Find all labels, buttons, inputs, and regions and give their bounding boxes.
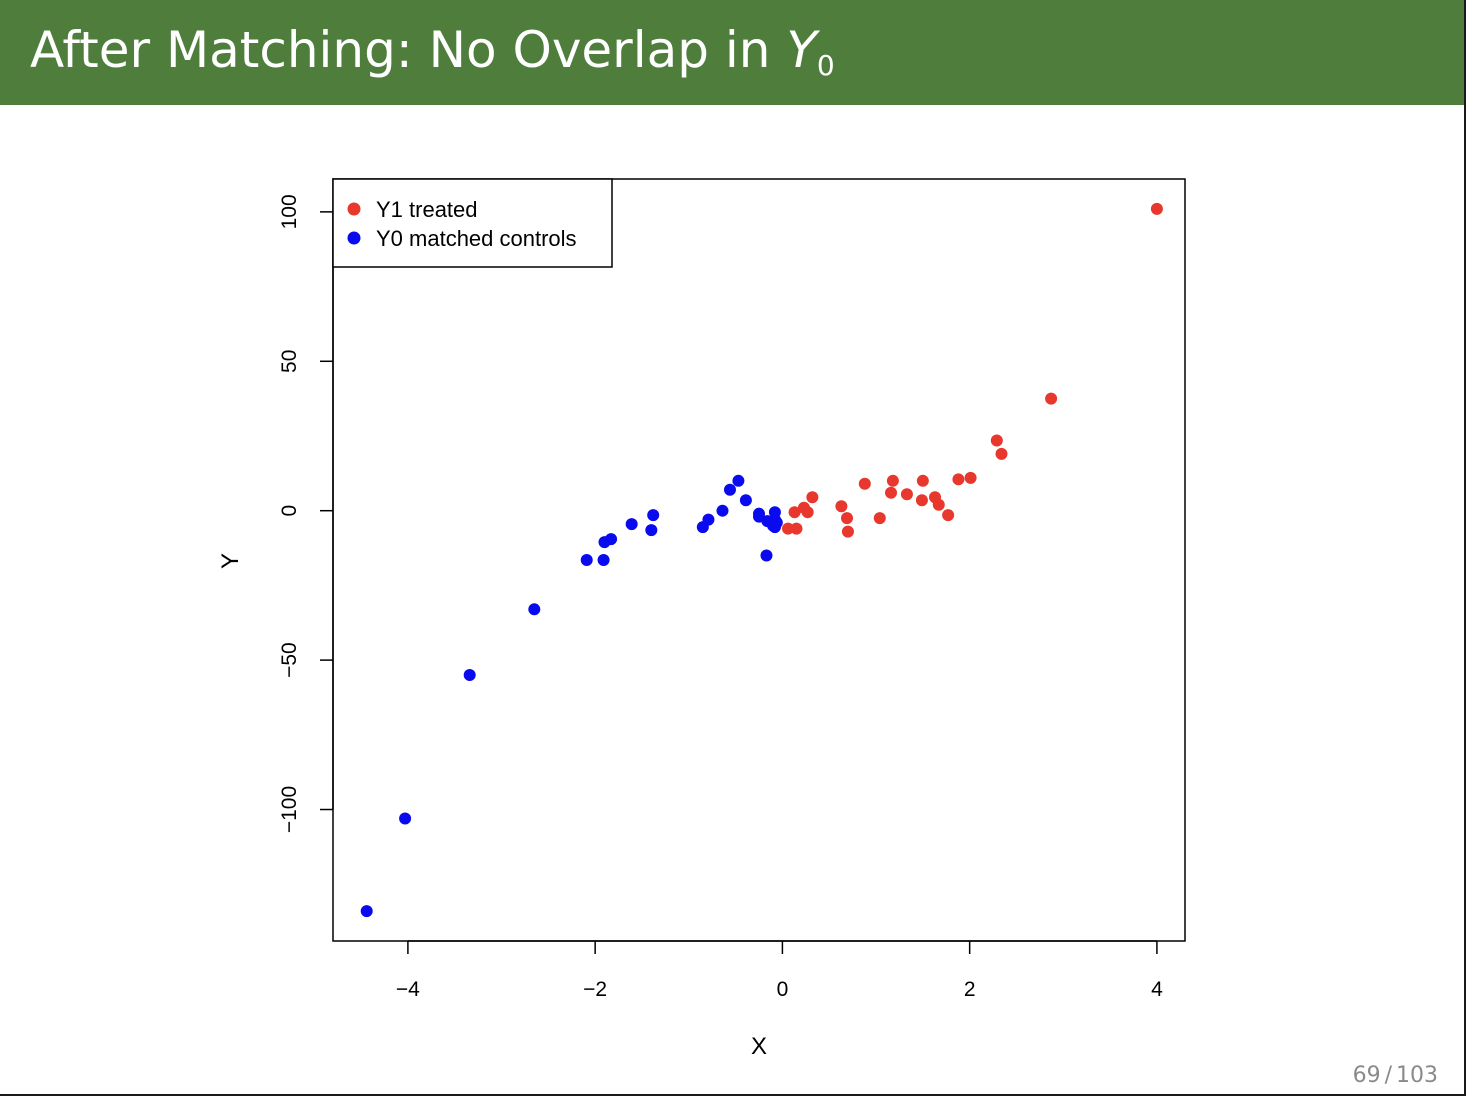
- treated-point: [952, 473, 965, 486]
- treated-point: [782, 522, 795, 535]
- legend: Y1 treated Y0 matched controls: [332, 178, 613, 268]
- y-tick-label: 50: [278, 350, 301, 373]
- legend-box: [332, 178, 613, 268]
- treated-point: [801, 506, 814, 519]
- x-axis-title: X: [751, 1033, 767, 1060]
- control-point: [645, 524, 658, 537]
- control-point: [739, 494, 752, 507]
- control-point: [723, 483, 736, 496]
- control-point: [760, 549, 773, 562]
- slide-title-subscript: 0: [816, 49, 835, 82]
- treated-point: [841, 525, 854, 538]
- x-tick-label: −4: [396, 978, 420, 1001]
- treated-point: [885, 486, 898, 499]
- treated-point: [964, 471, 977, 484]
- slide-title-variable: Y: [786, 21, 817, 79]
- treated-point: [788, 506, 801, 519]
- control-point: [598, 536, 611, 549]
- treated-point: [990, 434, 1003, 447]
- title-bar: After Matching: No Overlap in Y0: [0, 0, 1464, 105]
- page-total: 103: [1396, 1063, 1438, 1088]
- treated-point: [806, 491, 819, 504]
- treated-point: [1045, 392, 1058, 405]
- control-point: [625, 518, 638, 531]
- legend-label-treated: Y1 treated: [376, 197, 478, 222]
- control-point: [580, 554, 593, 566]
- x-tick-label: −2: [583, 978, 607, 1001]
- treated-point: [790, 522, 803, 535]
- control-point: [768, 521, 781, 534]
- treated-point: [1150, 202, 1163, 215]
- x-tick-label: 4: [1151, 978, 1163, 1001]
- control-point: [463, 669, 476, 682]
- slide-title-text: After Matching: No Overlap in: [30, 21, 787, 79]
- treated-point: [915, 494, 928, 507]
- control-point: [528, 603, 541, 616]
- control-point: [696, 521, 709, 534]
- control-point: [597, 554, 610, 566]
- y-axis-title: Y: [217, 553, 244, 569]
- treated-point: [942, 509, 955, 522]
- treated-point: [995, 447, 1008, 460]
- legend-marker-treated: [347, 202, 361, 216]
- x-axis: −4 −2 0 2 4: [396, 940, 1163, 1001]
- treated-point: [858, 477, 871, 490]
- y-tick-label: 0: [278, 505, 301, 517]
- treated-point: [841, 512, 854, 525]
- page-current: 69: [1352, 1063, 1381, 1088]
- control-point: [647, 509, 660, 522]
- plot-area: [332, 178, 1186, 942]
- treated-point: [835, 500, 848, 513]
- x-tick-label: 0: [777, 978, 789, 1001]
- treated-point: [932, 498, 945, 511]
- control-point: [716, 504, 729, 517]
- legend-marker-control: [347, 231, 361, 245]
- legend-label-control: Y0 matched controls: [376, 226, 577, 251]
- treated-point: [900, 488, 913, 501]
- x-tick-label: 2: [964, 978, 976, 1001]
- page-number: 69/103: [1353, 1063, 1438, 1088]
- y-tick-label: −50: [278, 642, 301, 678]
- control-point: [360, 905, 373, 918]
- treated-point: [886, 474, 899, 487]
- data-points: [360, 202, 1163, 918]
- slide-title: After Matching: No Overlap in Y0: [30, 20, 835, 83]
- treated-point: [916, 474, 929, 487]
- control-point: [732, 474, 745, 487]
- control-point: [399, 812, 412, 825]
- y-tick-label: 100: [278, 194, 301, 229]
- y-axis: −100 −50 0 50 100: [278, 194, 334, 833]
- treated-point: [873, 512, 886, 525]
- y-tick-label: −100: [278, 786, 301, 833]
- page-separator: /: [1384, 1063, 1392, 1088]
